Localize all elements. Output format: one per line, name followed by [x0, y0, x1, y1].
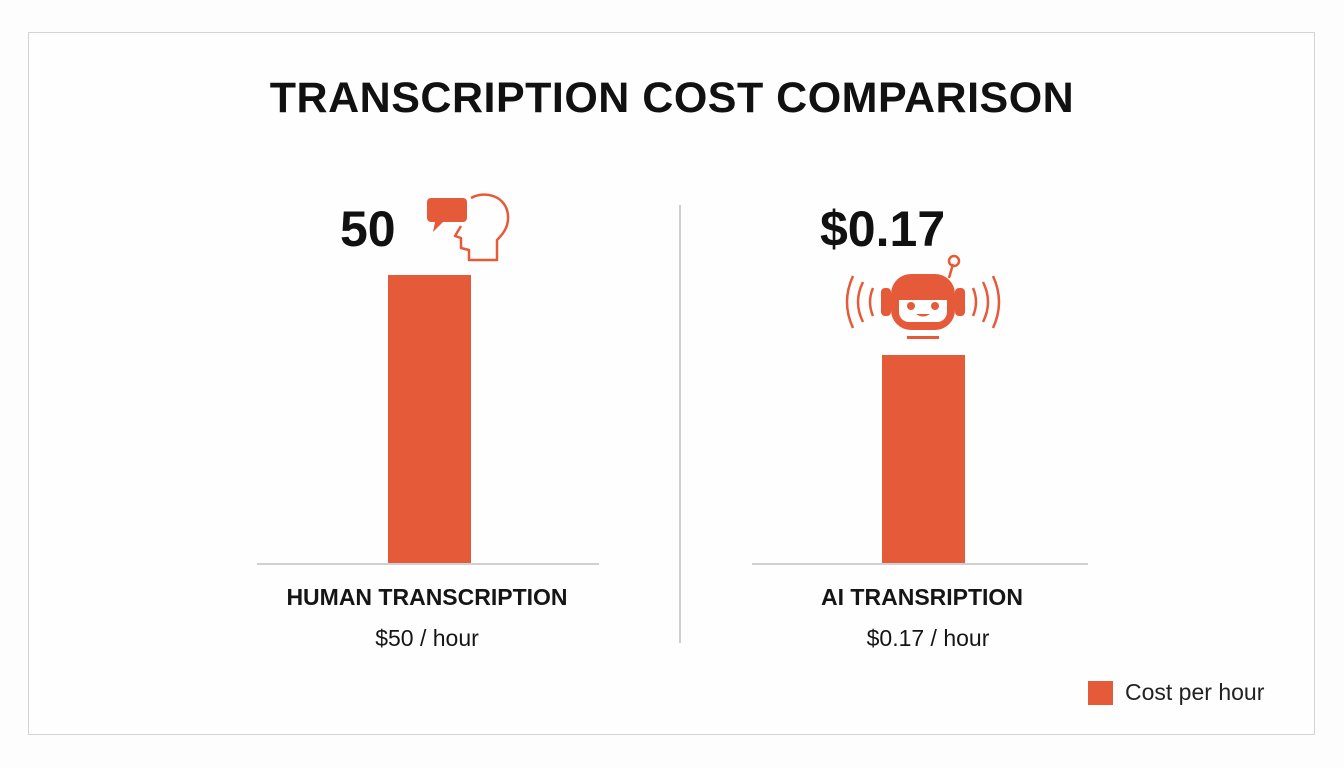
category-label-ai: AI TRANSRIPTION: [821, 584, 1023, 610]
chart-title: TRANSCRIPTION COST COMPARISON: [269, 74, 1075, 122]
category-label-human: HUMAN TRANSCRIPTION: [286, 584, 568, 610]
legend-swatch: [1088, 681, 1113, 705]
bar-human-transcription: [388, 275, 471, 563]
baseline-left: [257, 563, 599, 565]
value-label-ai: $0.17: [820, 201, 946, 257]
chart-frame: [28, 32, 1315, 735]
sublabel-ai: $0.17 / hour: [866, 625, 990, 651]
value-label-human: 50: [340, 201, 396, 257]
baseline-right: [752, 563, 1088, 565]
sublabel-human: $50 / hour: [375, 625, 479, 651]
human-head-speech-bubble-icon: [427, 193, 510, 262]
divider: [679, 205, 681, 643]
legend-label: Cost per hour: [1125, 679, 1265, 705]
bar-ai-transcription: [882, 355, 965, 563]
robot-headphones-icon: [845, 254, 1001, 339]
